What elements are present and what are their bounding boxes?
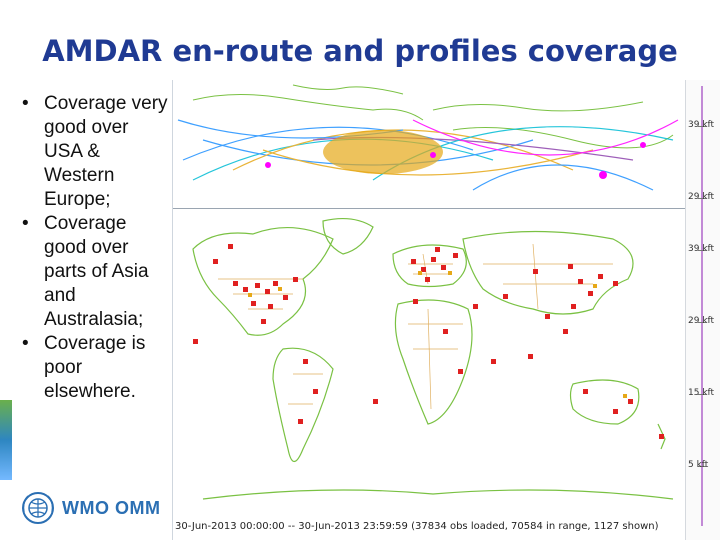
coverage-map-panel: 39 kft 29 kft 39 kft 29 kft 15 kft 5 kft… [172,80,720,540]
altitude-tick [698,250,706,251]
decorative-color-bar [0,400,12,480]
bullet-list: Coverage very good over USA & Western Eu… [20,92,170,404]
bullet-item: Coverage good over parts of Asia and Aus… [20,212,170,332]
profiles-world-map [173,208,685,519]
slide-title: AMDAR en-route and profiles coverage [42,34,678,68]
altitude-label: 29 kft [688,192,715,202]
altitude-scale: 39 kft 29 kft 39 kft 29 kft 15 kft 5 kft [685,80,720,540]
altitude-axis-line [701,86,703,526]
map-caption: 30-Jun-2013 00:00:00 -- 30-Jun-2013 23:5… [175,521,659,532]
wmo-logo: WMO OMM [20,486,170,530]
altitude-label: 15 kft [688,388,715,398]
altitude-tick [698,322,706,323]
bullet-item: Coverage very good over USA & Western Eu… [20,92,170,212]
altitude-tick [698,466,706,467]
altitude-label: 39 kft [688,120,715,130]
altitude-tick [698,198,706,199]
bullet-item: Coverage is poor elsewhere. [20,332,170,404]
altitude-label: 39 kft [688,244,715,254]
enroute-tracks-map [173,80,685,208]
logo-text: WMO OMM [62,497,161,518]
altitude-tick [698,394,706,395]
wmo-emblem-icon [22,492,54,524]
altitude-label: 29 kft [688,316,715,326]
altitude-tick [698,126,706,127]
altitude-label: 5 kft [688,460,709,470]
